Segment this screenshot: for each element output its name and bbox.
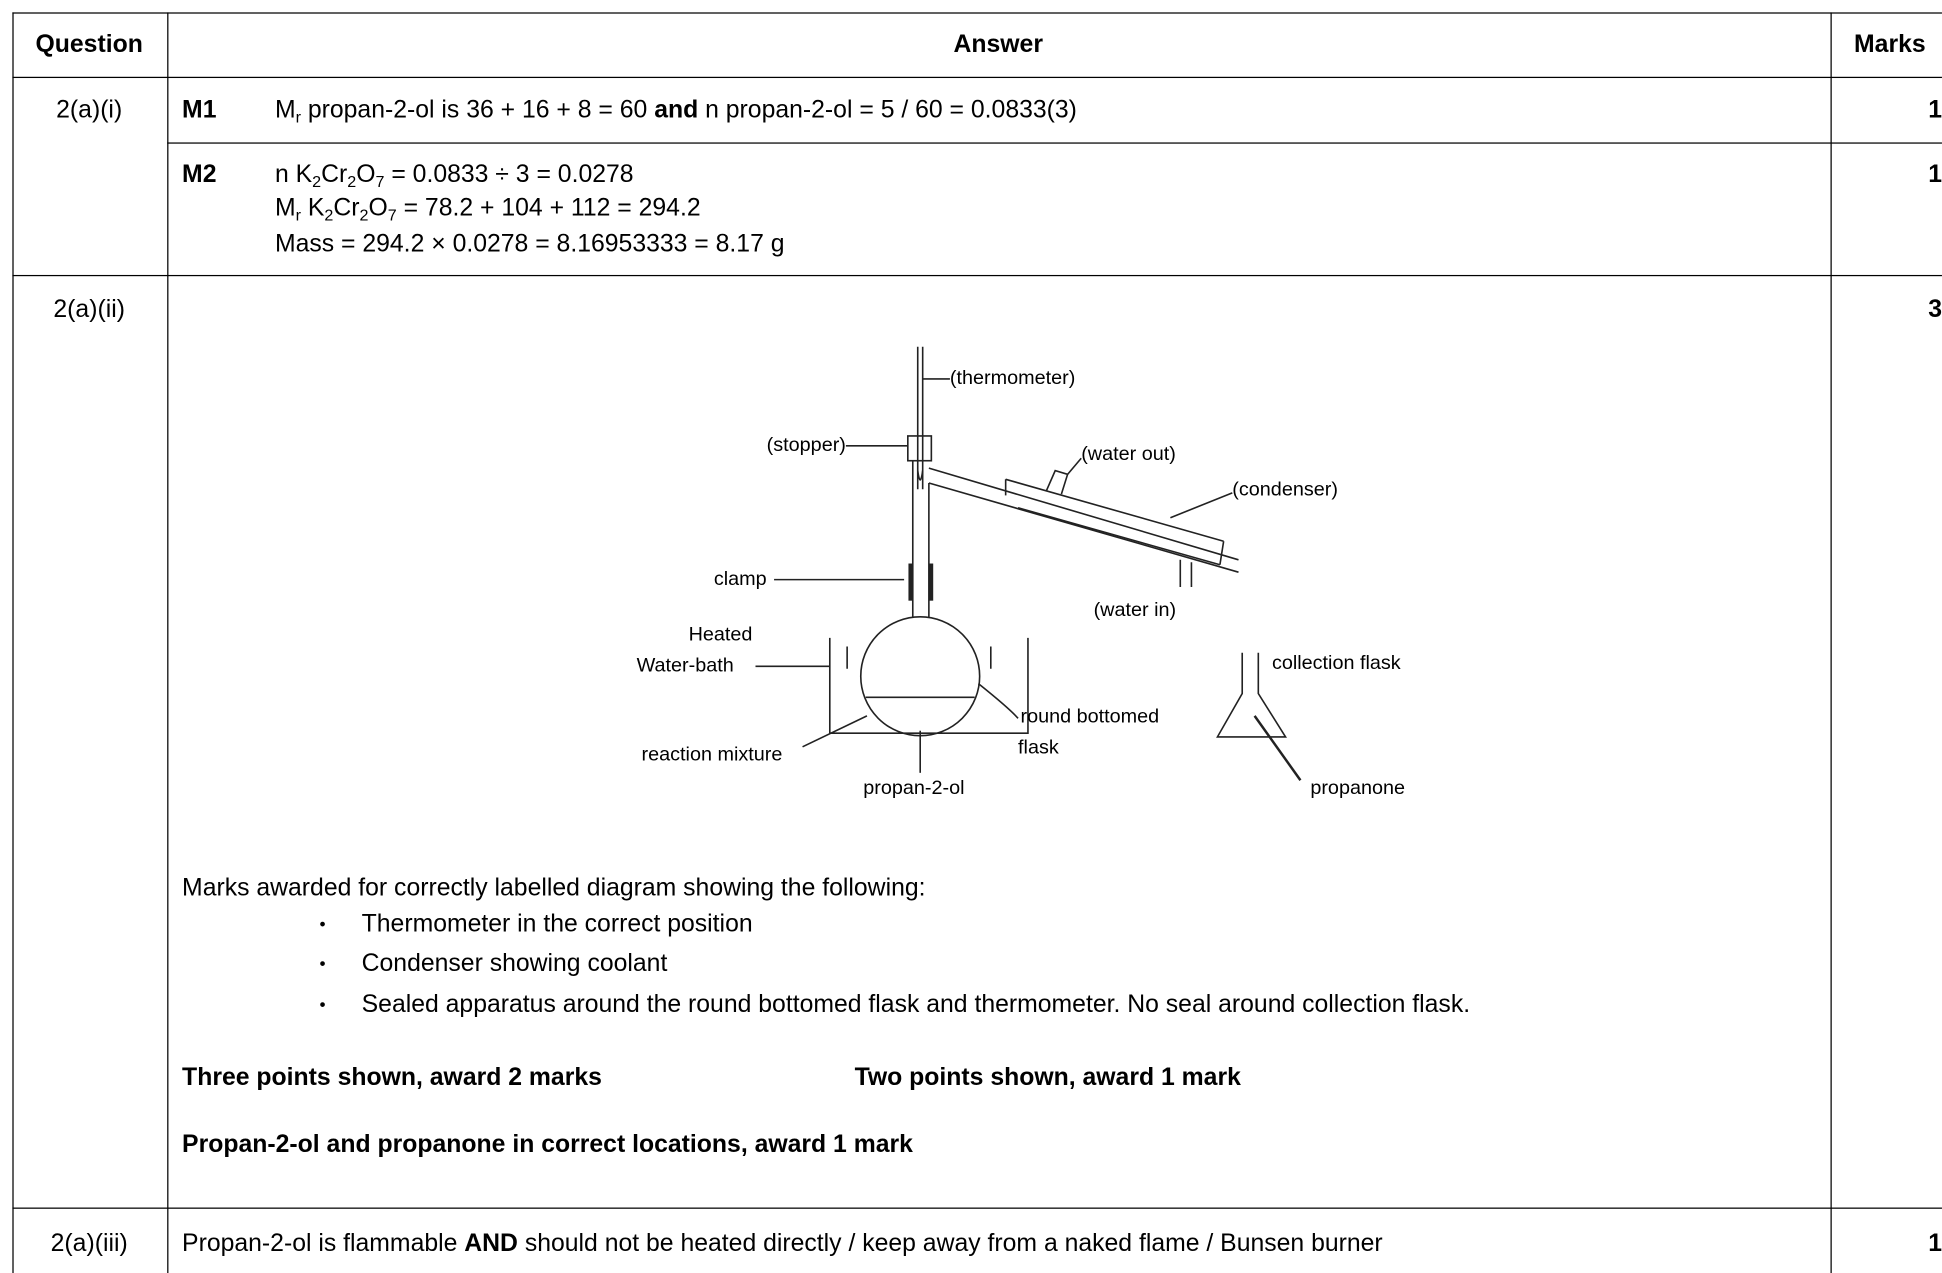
subscript: r [295,107,301,127]
answer-line: Mr K2Cr2O7 = 78.2 + 104 + 112 = 294.2 [274,193,701,225]
subscript: 7 [387,205,397,225]
row-line [12,1207,1942,1209]
label-line [1066,457,1082,475]
answer-line: n K2Cr2O7 = 0.0833 ÷ 3 = 0.0278 [274,160,634,191]
text: n K [274,161,313,189]
text: Cr [333,194,360,222]
water-bath [828,637,1029,734]
row-line [12,76,1942,79]
diagram-label: (stopper) [767,434,846,456]
text: Mass = 294.2 × 0.0278 = 8.16953333 = 8.1… [274,230,785,258]
condenser-tube [928,467,1239,561]
text: K [300,194,325,222]
criterion: Three points shown, award 2 marks [182,1063,602,1092]
text: O [356,161,376,189]
marks-value: 1 [1928,161,1942,189]
subscript: 7 [375,172,385,191]
text: propan-2-ol is 36 + 16 + 8 = 60 [300,96,655,124]
water-inlet [1179,559,1193,588]
mark-label: M2 [182,161,217,189]
marks-value: 1 [1928,1229,1942,1258]
subscript: 2 [324,205,334,225]
bullet-item: Condenser showing coolant [320,949,668,979]
text: = 78.2 + 104 + 112 = 294.2 [396,194,701,222]
mark-label: M1 [182,96,217,124]
answer-line: Propan-2-ol is flammable AND should not … [182,1229,1383,1259]
text: Propan-2-ol is flammable [182,1229,465,1258]
diagram-label: reaction mixture [642,744,783,766]
thermometer-bulb [916,470,924,481]
bold-text: and [654,96,699,124]
diagram-label: (water in) [1094,599,1177,621]
diagram-label: propanone [1310,777,1405,799]
round-flask [859,615,981,737]
text: M [274,96,296,124]
condenser-jacket [1005,478,1224,542]
subscript: r [295,205,301,225]
diagram-label: propan-2-ol [863,777,964,799]
text: Cr [321,161,348,189]
marks-value: 3 [1928,296,1942,324]
header-answer: Answer [953,30,1043,59]
table-border [12,12,1942,14]
label-line [977,683,1019,719]
text: = 0.0833 ÷ 3 = 0.0278 [384,161,634,189]
water-outlet [1045,469,1069,495]
diagram-label: Water-bath [637,655,734,677]
diagram-label: clamp [714,568,767,590]
header-marks: Marks [1854,30,1926,59]
subscript: 2 [312,172,322,191]
bold-text: AND [464,1229,518,1258]
criterion: Two points shown, award 1 mark [854,1063,1241,1092]
subscript: 2 [359,205,369,225]
question-number: 2(a)(ii) [53,296,125,324]
diagram-label: collection flask [1272,652,1401,674]
diagram-label: (thermometer) [950,367,1075,389]
subscript: 2 [347,172,357,191]
condenser-jacket [1219,541,1225,565]
marks-value: 1 [1928,96,1942,124]
intro-text: Marks awarded for correctly labelled dia… [182,874,926,902]
text: n propan-2-ol = 5 / 60 = 0.0833(3) [698,96,1077,124]
column-line [1830,12,1832,1273]
table-border [12,12,14,1273]
diagram-label: Heated [689,624,753,646]
header-question: Question [35,30,143,59]
text: M [274,194,296,222]
question-number: 2(a)(i) [56,96,123,124]
column-line [167,12,169,1273]
row-line [167,142,1942,144]
answer-line: Mass = 294.2 × 0.0278 = 8.16953333 = 8.1… [275,229,785,259]
question-number: 2(a)(iii) [50,1229,128,1258]
text: O [368,194,388,222]
condenser-jacket [1017,507,1221,566]
label-line [802,715,868,748]
collection-flask [1216,652,1288,738]
bullet-item: Sealed apparatus around the round bottom… [320,990,1471,1020]
diagram-label: (water out) [1081,443,1176,465]
bullet-item: Thermometer in the correct position [320,909,753,939]
text: should not be heated directly / keep awa… [517,1229,1383,1258]
row-line [12,274,1942,277]
answer-line: Mr propan-2-ol is 36 + 16 + 8 = 60 and n… [275,95,1077,125]
water-bath [846,646,992,669]
diagram-label: round bottomed [1021,705,1160,727]
diagram-label: flask [1018,736,1059,758]
stopper [907,435,933,462]
label-line [1170,492,1233,519]
condenser-tube [928,482,1239,573]
label-line [1253,715,1302,781]
diagram-label: (condenser) [1232,479,1338,501]
criterion: Propan-2-ol and propanone in correct loc… [182,1130,913,1158]
